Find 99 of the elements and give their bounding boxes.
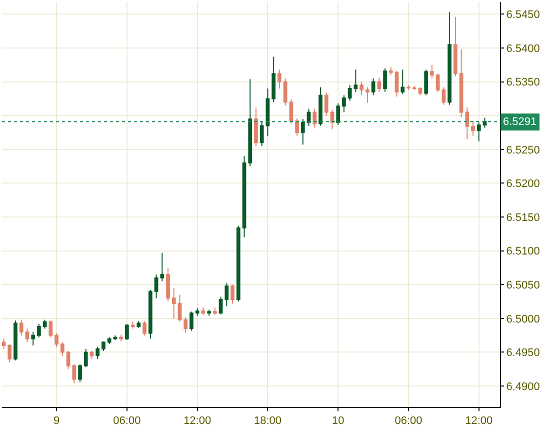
candlestick — [142, 320, 146, 336]
y-tick-label: 6.5100 — [506, 246, 540, 258]
candlestick — [388, 66, 393, 76]
y-tick-label: 6.5050 — [506, 279, 540, 292]
candlestick — [184, 316, 188, 334]
candlestick — [136, 320, 141, 328]
candlestick — [266, 88, 270, 136]
ref-line-label: 6.5291 — [503, 116, 537, 128]
candlestick — [394, 70, 399, 98]
y-tick-label: 6.5000 — [506, 313, 540, 326]
y-tick-label: 6.4950 — [506, 347, 540, 360]
candlestick — [102, 340, 106, 352]
candlestick — [424, 69, 428, 96]
candlestick — [330, 110, 334, 130]
candlestick — [25, 328, 30, 343]
candlestick — [160, 252, 164, 282]
y-tick-label: 6.5250 — [506, 144, 540, 156]
candlestick — [453, 16, 458, 77]
x-tick-label: 9 — [53, 415, 60, 427]
candlestick — [119, 334, 124, 342]
candlestick — [248, 78, 252, 167]
candlestick — [8, 344, 12, 363]
y-tick-label: 6.5450 — [506, 9, 540, 22]
candlestick — [254, 106, 258, 147]
candlestick — [90, 350, 94, 360]
candlestick — [336, 102, 340, 126]
candlestick — [236, 225, 240, 302]
candlestick — [218, 296, 223, 315]
candlestick — [465, 106, 470, 140]
candlestick — [60, 342, 64, 356]
candlestick — [242, 156, 246, 238]
candlestick — [66, 350, 70, 370]
candlestick — [19, 319, 24, 336]
x-tick-label: 06:00 — [394, 415, 422, 427]
y-tick-label: 6.5200 — [506, 178, 540, 190]
candlestick — [31, 331, 36, 346]
candlestick — [278, 69, 282, 90]
candlestick — [406, 84, 410, 90]
candlestick — [54, 332, 58, 348]
candlestick — [360, 81, 364, 96]
candlestick — [14, 320, 18, 361]
candlestick — [207, 309, 211, 316]
candlestick — [476, 122, 481, 142]
candlestick — [354, 69, 358, 92]
candlestick — [130, 321, 135, 330]
candlestick — [383, 68, 387, 92]
y-tick-label: 6.5150 — [506, 212, 540, 224]
candlestick — [272, 56, 276, 103]
y-tick-label: 6.5400 — [506, 42, 540, 55]
candlestick — [306, 108, 311, 126]
candlestick — [224, 282, 229, 307]
candlestick — [195, 308, 200, 316]
candlestick — [318, 86, 322, 126]
candlestick — [430, 64, 434, 79]
candlestick — [418, 86, 422, 96]
candlestick — [190, 311, 194, 332]
candlestick — [201, 307, 206, 316]
candlestick — [448, 12, 452, 106]
candlestick — [366, 86, 370, 104]
candlestick — [125, 323, 129, 341]
candlestick — [172, 288, 176, 319]
candlestick — [471, 120, 475, 136]
x-tick-label: 06:00 — [113, 415, 141, 427]
candlestick — [42, 319, 47, 330]
candlestick — [482, 117, 487, 128]
candlestick — [72, 364, 76, 384]
x-tick-label: 12:00 — [465, 415, 493, 427]
x-tick-label: 10 — [332, 415, 344, 427]
candlestick — [230, 284, 234, 304]
candlestick — [442, 86, 446, 106]
candlestick — [412, 85, 416, 90]
candlestick — [2, 338, 6, 350]
candlestick — [154, 274, 158, 299]
candlestick — [342, 94, 346, 113]
candlestick — [300, 118, 305, 146]
candlestick — [436, 73, 440, 92]
candlestick — [212, 307, 217, 316]
candlestick — [84, 348, 88, 368]
candlestick — [78, 364, 82, 382]
candlestick — [324, 92, 328, 116]
candlestick — [400, 69, 405, 94]
candlestick — [107, 336, 112, 345]
candlestick — [312, 108, 317, 128]
x-tick-label: 12:00 — [184, 415, 212, 427]
candlestick — [148, 290, 152, 340]
candlestick — [377, 77, 382, 92]
candlestick — [459, 48, 464, 118]
candlestick — [37, 323, 41, 338]
candlestick — [348, 84, 352, 102]
candlestick — [260, 120, 264, 147]
candlestick — [96, 346, 100, 360]
candlestick — [166, 267, 170, 302]
candlestick — [48, 320, 53, 338]
y-tick-label: 6.5350 — [506, 76, 540, 89]
y-tick-label: 6.4900 — [506, 380, 540, 393]
x-tick-label: 18:00 — [254, 415, 282, 427]
candlestick — [295, 118, 299, 136]
candlestick — [178, 294, 182, 322]
candlestick — [371, 78, 376, 96]
